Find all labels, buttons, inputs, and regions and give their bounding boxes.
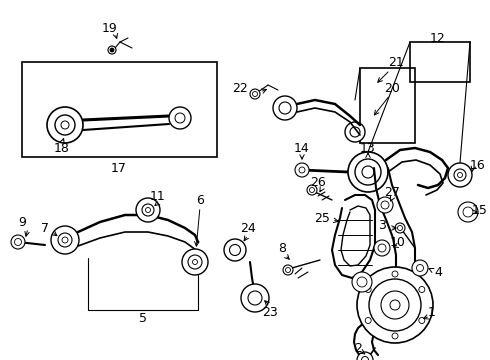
Circle shape xyxy=(11,235,25,249)
Bar xyxy=(22,62,217,157)
Circle shape xyxy=(369,279,421,331)
Circle shape xyxy=(392,271,398,277)
Circle shape xyxy=(188,255,202,269)
Text: 3: 3 xyxy=(378,219,386,231)
Circle shape xyxy=(362,356,368,360)
Text: 21: 21 xyxy=(388,55,404,68)
Circle shape xyxy=(454,169,466,181)
Circle shape xyxy=(357,267,433,343)
Circle shape xyxy=(362,166,374,178)
Text: 11: 11 xyxy=(150,189,166,202)
Circle shape xyxy=(229,244,241,256)
Circle shape xyxy=(448,163,472,187)
Circle shape xyxy=(365,318,371,324)
Circle shape xyxy=(348,152,388,192)
Circle shape xyxy=(345,122,365,142)
Circle shape xyxy=(252,91,258,96)
Circle shape xyxy=(395,223,405,233)
Circle shape xyxy=(250,89,260,99)
Circle shape xyxy=(299,167,305,173)
Text: 25: 25 xyxy=(314,212,330,225)
Text: 2: 2 xyxy=(354,342,362,355)
Text: 15: 15 xyxy=(472,203,488,216)
Circle shape xyxy=(224,239,246,261)
Circle shape xyxy=(47,107,83,143)
Text: 7: 7 xyxy=(41,221,49,234)
Circle shape xyxy=(51,226,79,254)
Circle shape xyxy=(108,46,116,54)
Circle shape xyxy=(412,260,428,276)
Text: 17: 17 xyxy=(111,162,127,175)
Text: 18: 18 xyxy=(54,141,70,154)
Circle shape xyxy=(55,115,75,135)
Circle shape xyxy=(357,277,367,287)
Circle shape xyxy=(273,96,297,120)
Text: 24: 24 xyxy=(240,221,256,234)
Circle shape xyxy=(458,202,478,222)
Circle shape xyxy=(365,287,371,292)
Circle shape xyxy=(136,198,160,222)
Circle shape xyxy=(416,265,423,271)
Text: 9: 9 xyxy=(18,216,26,229)
Circle shape xyxy=(419,287,425,292)
Text: 10: 10 xyxy=(390,235,406,248)
Text: 13: 13 xyxy=(360,141,376,154)
Text: 1: 1 xyxy=(428,306,436,319)
Circle shape xyxy=(146,207,150,212)
Text: 5: 5 xyxy=(139,311,147,324)
Bar xyxy=(360,68,415,143)
Circle shape xyxy=(310,188,315,193)
Bar xyxy=(410,42,470,82)
Circle shape xyxy=(463,207,473,217)
Circle shape xyxy=(352,272,372,292)
Text: 19: 19 xyxy=(102,22,118,35)
Circle shape xyxy=(142,204,154,216)
Circle shape xyxy=(248,291,262,305)
Text: 14: 14 xyxy=(294,141,310,154)
Circle shape xyxy=(182,249,208,275)
Circle shape xyxy=(392,333,398,339)
Text: 12: 12 xyxy=(430,32,446,45)
Circle shape xyxy=(241,284,269,312)
Text: 23: 23 xyxy=(262,306,278,319)
Circle shape xyxy=(378,244,386,252)
Circle shape xyxy=(397,225,402,230)
Circle shape xyxy=(58,233,72,247)
Circle shape xyxy=(110,48,114,52)
Circle shape xyxy=(381,291,409,319)
Circle shape xyxy=(175,113,185,123)
Circle shape xyxy=(295,163,309,177)
Text: 22: 22 xyxy=(232,81,248,95)
Circle shape xyxy=(307,185,317,195)
Circle shape xyxy=(193,260,197,265)
Text: 26: 26 xyxy=(310,176,326,189)
Circle shape xyxy=(283,265,293,275)
Circle shape xyxy=(377,197,393,213)
Circle shape xyxy=(458,172,463,177)
Circle shape xyxy=(350,127,360,137)
Text: 27: 27 xyxy=(384,185,400,198)
Circle shape xyxy=(62,237,68,243)
Text: 16: 16 xyxy=(470,158,486,171)
Circle shape xyxy=(357,352,373,360)
Circle shape xyxy=(286,267,291,273)
Circle shape xyxy=(169,107,191,129)
Circle shape xyxy=(390,300,400,310)
Circle shape xyxy=(61,121,69,129)
Text: 20: 20 xyxy=(384,81,400,95)
Circle shape xyxy=(15,239,22,246)
Text: 6: 6 xyxy=(196,194,204,207)
Circle shape xyxy=(374,240,390,256)
Circle shape xyxy=(355,159,381,185)
Circle shape xyxy=(419,318,425,324)
Text: 4: 4 xyxy=(434,266,442,279)
Circle shape xyxy=(279,102,291,114)
Circle shape xyxy=(381,201,389,209)
Text: 8: 8 xyxy=(278,242,286,255)
